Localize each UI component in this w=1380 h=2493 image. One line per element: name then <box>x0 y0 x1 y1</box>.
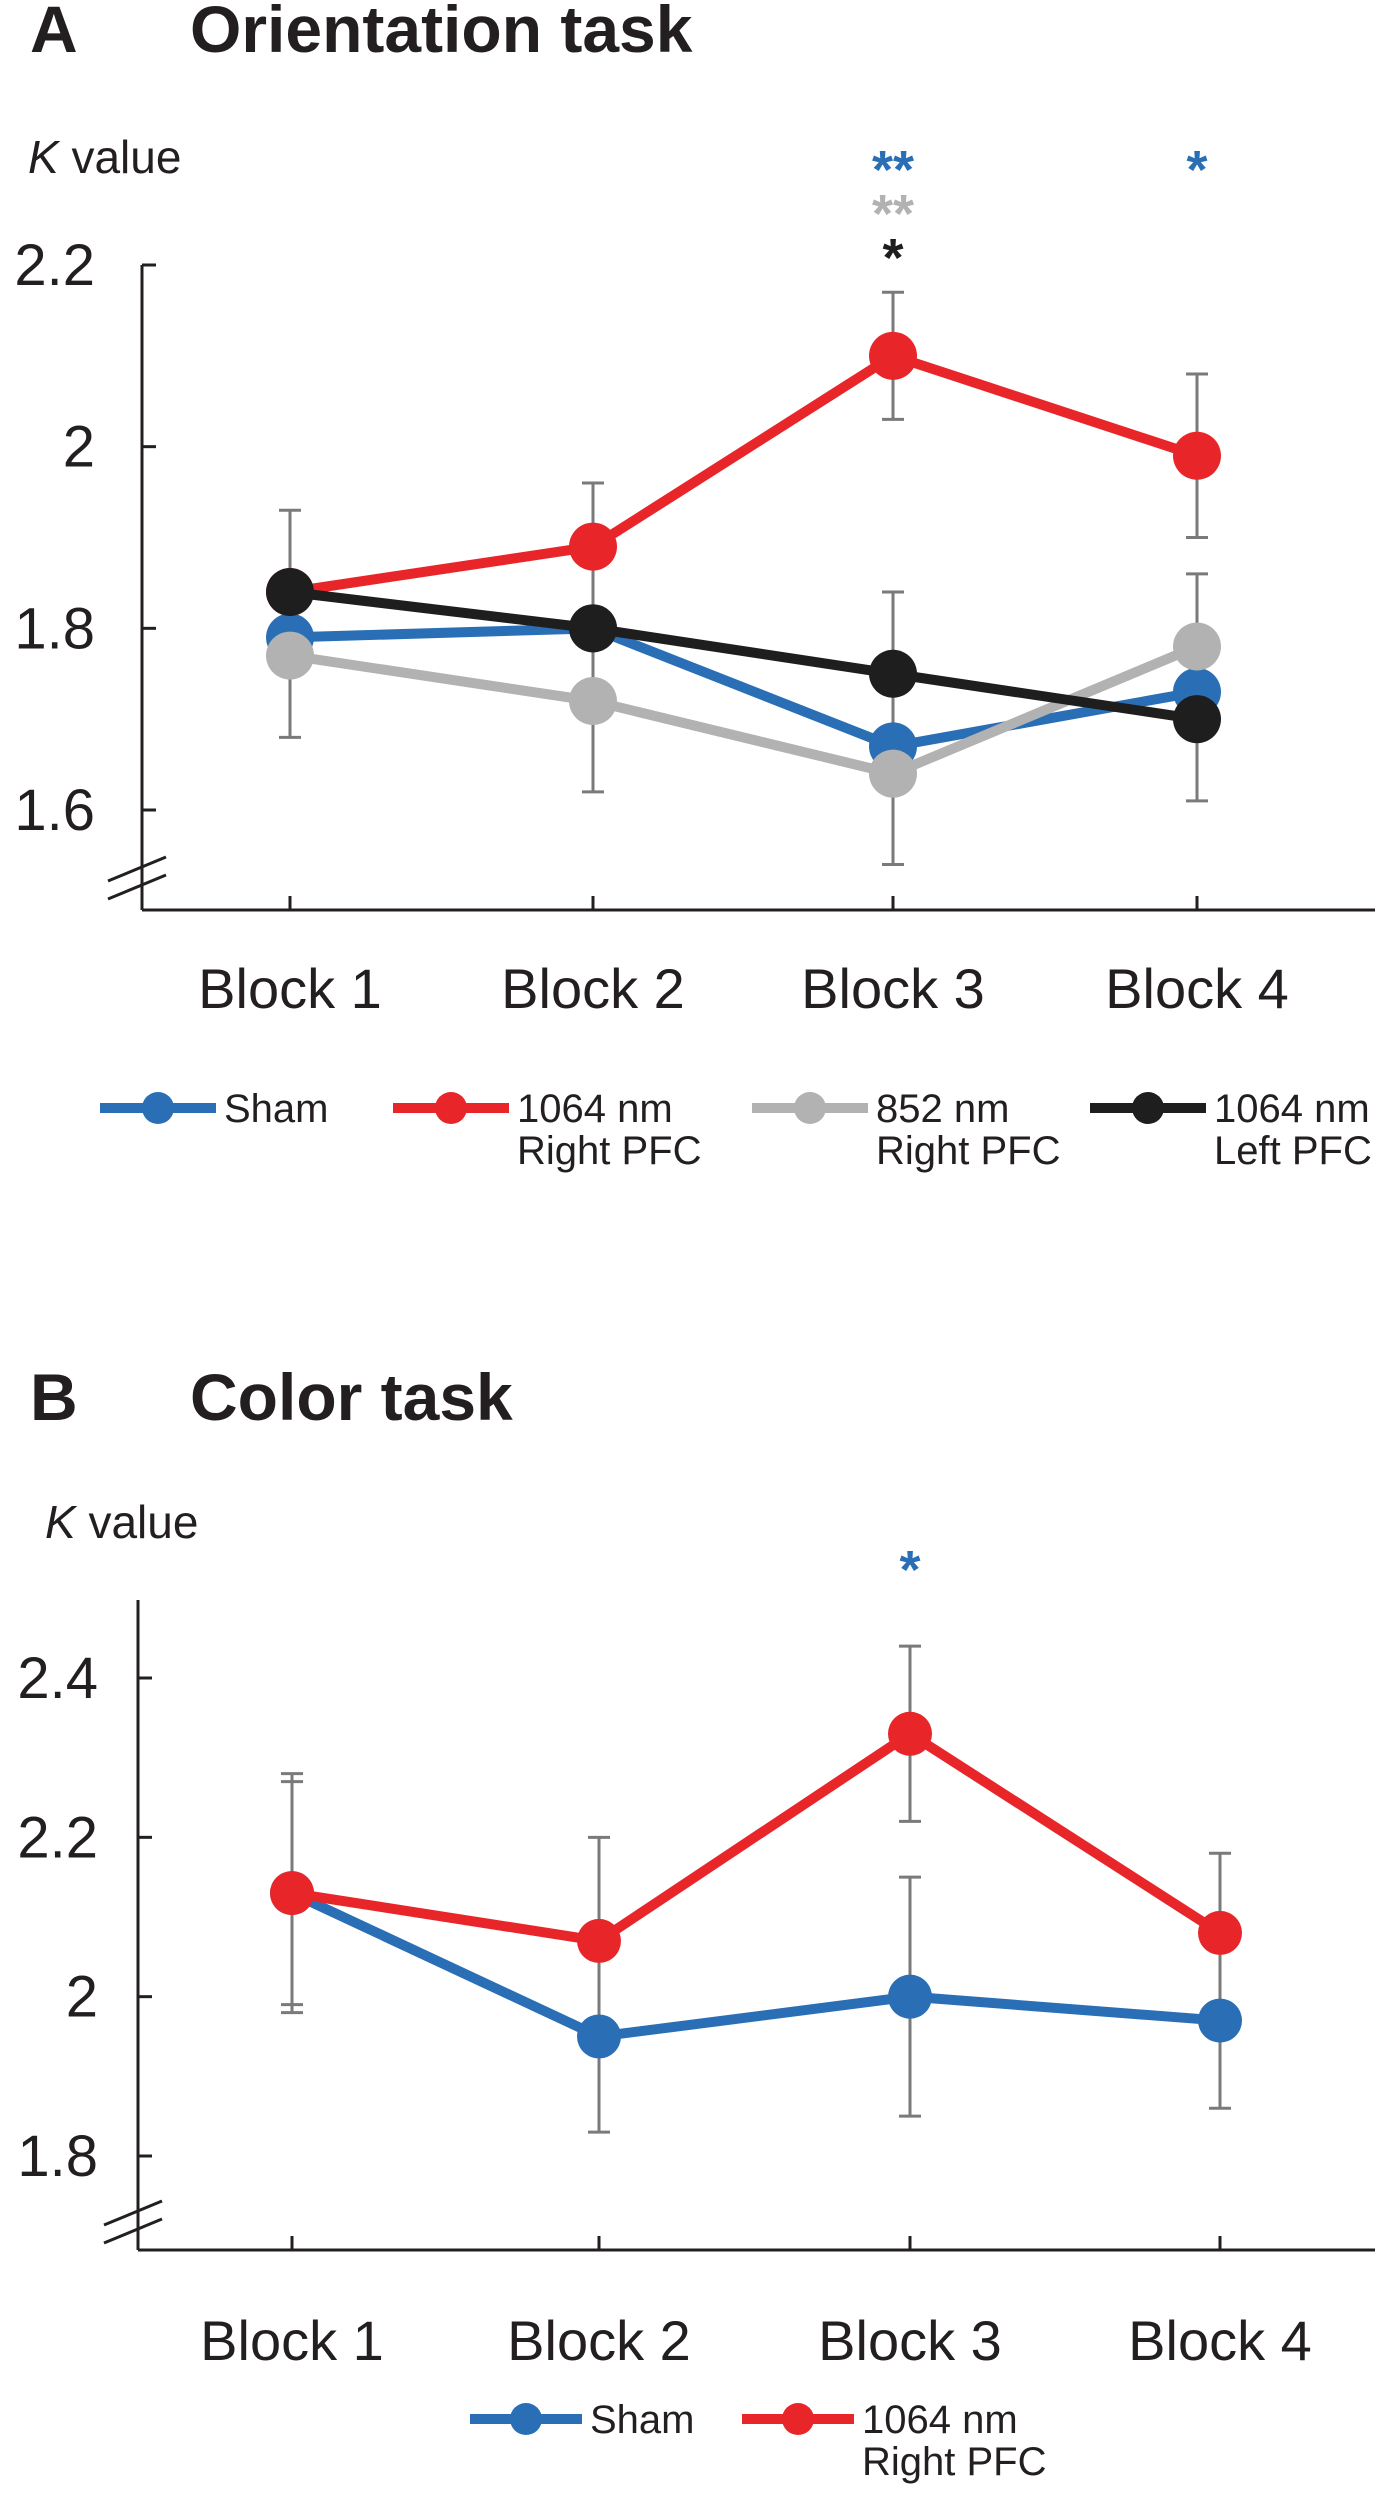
panel-a-legend-swatch-marker <box>435 1092 467 1124</box>
panel-a-legend-label: 852 nm <box>876 1087 1009 1131</box>
panel-a-legend-label: Sham <box>224 1087 329 1131</box>
panel-b-y-tick-label: 2.4 <box>17 1646 98 1711</box>
panel-a-legend-label-line2: Right PFC <box>517 1129 702 1173</box>
panel-b-legend-swatch-marker <box>510 2403 542 2435</box>
panel-a-legend-swatch-marker <box>142 1092 174 1124</box>
panel-a-legend-label-line2: Left PFC <box>1214 1129 1372 1173</box>
panel-a-y-tick-label: 1.8 <box>14 596 95 661</box>
panel-a-series-line-sham <box>289 623 1198 752</box>
panel-b-y-tick-label: 1.8 <box>17 2124 98 2189</box>
panel-a-y-tick-label: 2.2 <box>14 233 95 298</box>
panel-a-legend-swatch-marker <box>794 1092 826 1124</box>
panel-a-data-point-gray_852_right <box>1173 622 1221 671</box>
panel-a-y-tick-label: 1.6 <box>14 778 95 843</box>
panel-a-data-point-red_1064_right <box>569 522 617 571</box>
panel-b-data-point-red_1064_right <box>270 1871 314 1916</box>
panel-a-orientation-chart: A Orientation task K value 1.6 1.8 2 2.2 Blo… <box>14 0 1375 1173</box>
panel-a-axis-break-mark <box>107 855 167 883</box>
panel-b-data-point-red_1064_right <box>1198 1910 1242 1955</box>
panel-b-title: Color task <box>190 1360 513 1434</box>
panel-a-significance-marker: * <box>1186 140 1207 200</box>
panel-a-data-point-gray_852_right <box>569 677 617 725</box>
panel-a-y-tick-label: 2 <box>63 415 95 480</box>
panel-b-x-tick-label: Block 3 <box>818 2309 1002 2372</box>
panel-b-legend-swatch-marker <box>782 2403 814 2435</box>
panel-b-x-tick-label: Block 1 <box>200 2309 384 2372</box>
panel-b-y-tick-label: 2.2 <box>17 1805 98 1870</box>
panel-a-x-tick-label: Block 2 <box>501 957 685 1020</box>
panel-b-data-point-sham <box>1198 1998 1242 2043</box>
panel-b-axis-break-mark <box>103 2199 163 2227</box>
panel-b-data-point-red_1064_right <box>577 1918 621 1963</box>
panel-a-data-point-black_1064_left <box>569 604 617 653</box>
panel-a-data-point-black_1064_left <box>266 568 314 616</box>
panel-a-data-point-red_1064_right <box>869 331 917 380</box>
panel-b-significance-marker: * <box>899 1540 920 1600</box>
panel-b-legend-label-line2: Right PFC <box>862 2440 1047 2484</box>
panel-b-y-axis-label: K value <box>45 1496 198 1548</box>
panel-a-legend-swatch-marker <box>1132 1092 1164 1124</box>
panel-a-significance-marker: * <box>882 228 903 288</box>
panel-a-y-axis-label: K value <box>28 131 181 183</box>
panel-b-x-tick-label: Block 2 <box>507 2309 691 2372</box>
panel-a-data-point-black_1064_left <box>869 649 917 698</box>
panel-b-series-line-sham <box>289 1888 1221 2042</box>
panel-a-legend-label: 1064 nm <box>1214 1087 1370 1131</box>
panel-b-legend-label: Sham <box>590 2398 695 2442</box>
panel-b-data-point-sham <box>888 1974 932 2019</box>
panel-a-legend-label-line2: Right PFC <box>876 1129 1061 1173</box>
panel-a-legend-label: 1064 nm <box>517 1087 673 1131</box>
panel-b-data-point-red_1064_right <box>888 1711 932 1756</box>
panel-a-data-point-black_1064_left <box>1173 695 1221 744</box>
panel-a-significance-marker: ** <box>872 140 914 200</box>
panel-a-series-line-gray_852_right <box>289 641 1199 779</box>
panel-a-data-point-red_1064_right <box>1173 431 1221 480</box>
panel-b-y-tick-label: 2 <box>66 1965 98 2030</box>
panel-a-series-line-black_1064_left <box>289 587 1198 725</box>
panel-a-significance-marker: ** <box>872 184 914 244</box>
panel-a-x-tick-label: Block 1 <box>198 957 382 1020</box>
panel-b-axis-break-mark <box>103 2217 163 2245</box>
panel-a-x-tick-label: Block 4 <box>1105 957 1289 1020</box>
panel-a-title: Orientation task <box>190 0 693 66</box>
panel-a-axis-break-mark <box>107 873 167 901</box>
panel-b-data-point-sham <box>577 2014 621 2059</box>
panel-a-data-point-gray_852_right <box>869 749 917 798</box>
panel-a-series-line-red_1064_right <box>289 350 1199 597</box>
panel-b-legend-label: 1064 nm <box>862 2398 1018 2442</box>
panel-b-x-tick-label: Block 4 <box>1128 2309 1312 2372</box>
panel-a-letter: A <box>30 0 78 66</box>
panel-b-color-chart: B Color task K value 1.8 2 2.2 2.4 Block 1 Bl… <box>17 1360 1375 2484</box>
panel-a-data-point-gray_852_right <box>266 631 314 680</box>
panel-b-series-line-red_1064_right <box>291 1728 1223 1946</box>
panel-b-letter: B <box>30 1360 78 1434</box>
panel-a-x-tick-label: Block 3 <box>801 957 985 1020</box>
